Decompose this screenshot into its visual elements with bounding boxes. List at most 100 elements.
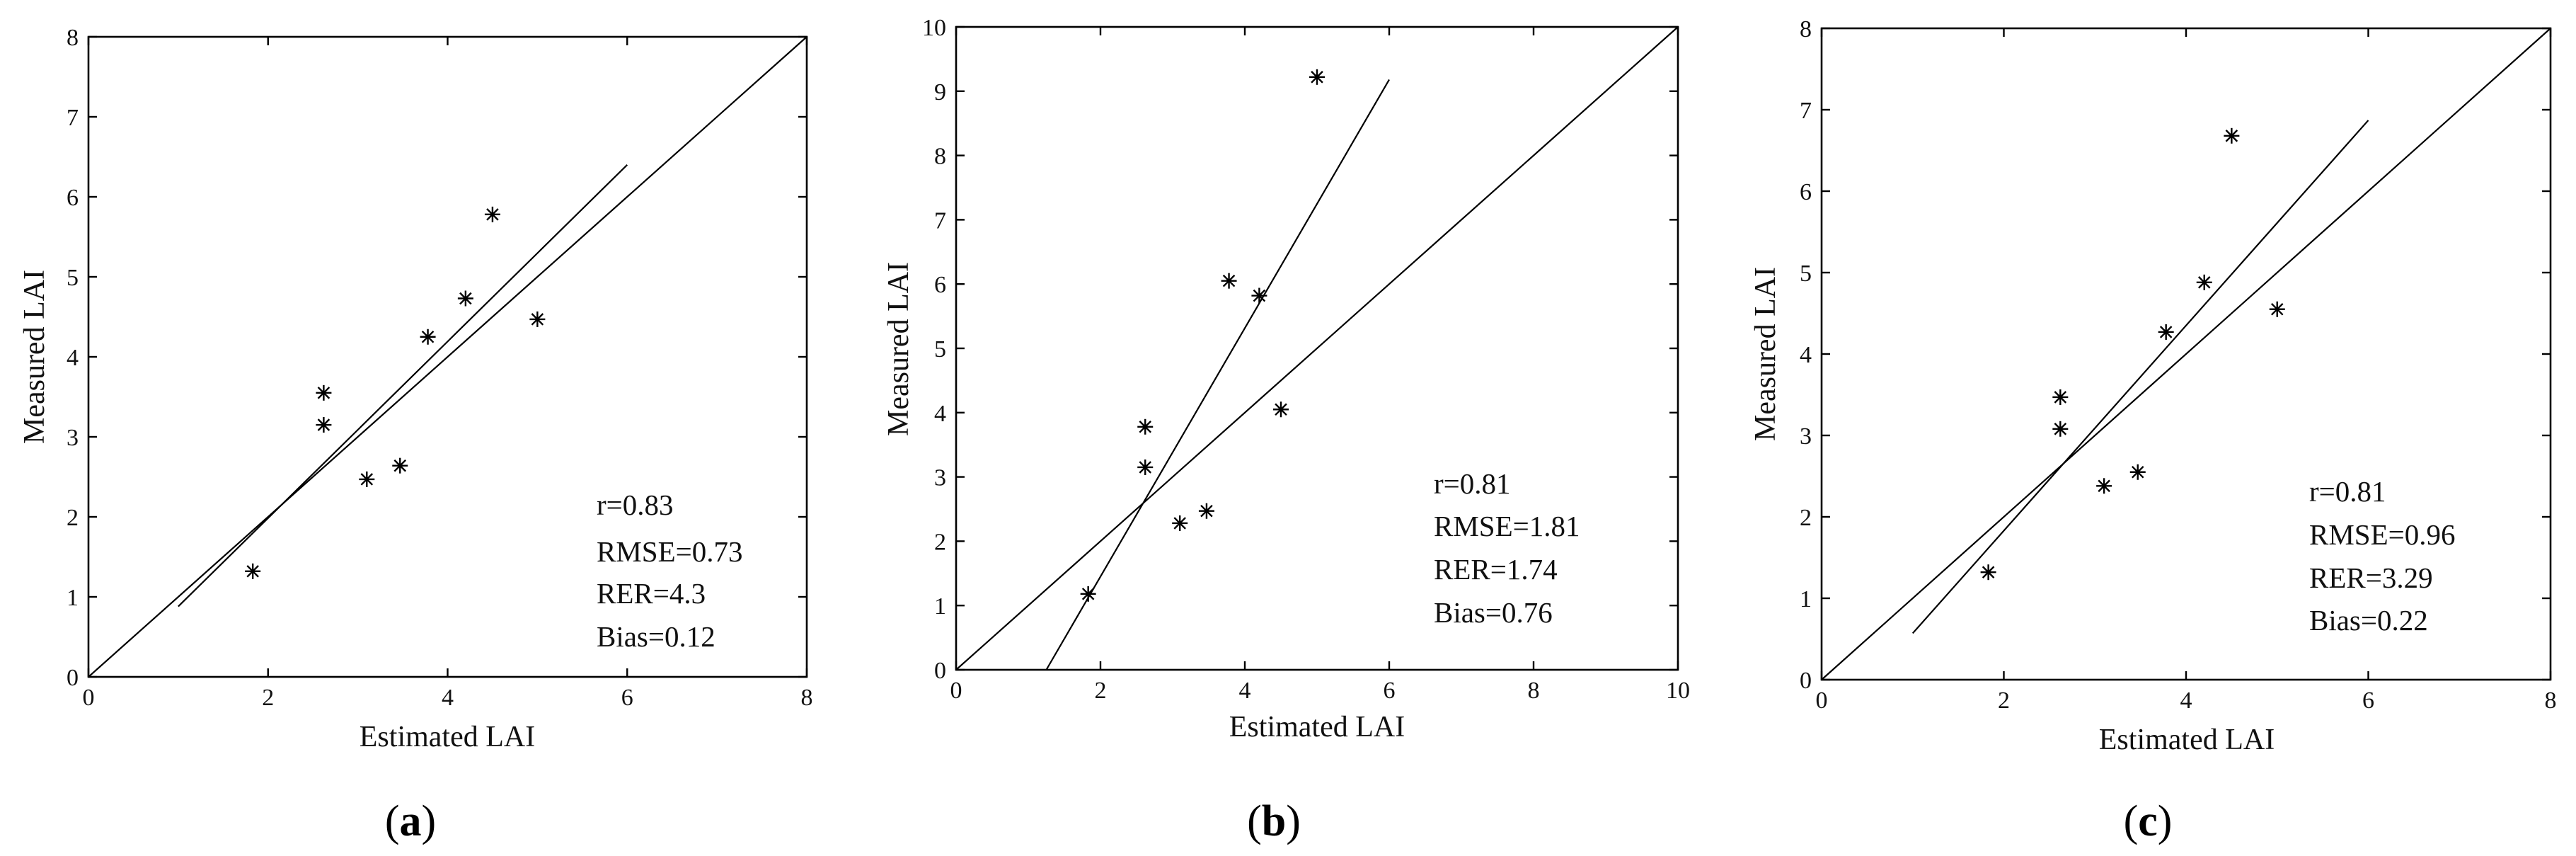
data-point xyxy=(359,471,375,487)
regression-line-a xyxy=(178,164,628,607)
x-tick-label: 6 xyxy=(1384,678,1396,704)
x-axis-title-c: Estimated LAI xyxy=(2099,724,2275,756)
y-tick-label: 3 xyxy=(934,465,946,491)
data-point xyxy=(2224,127,2240,144)
stat-rer-b: RER=1.74 xyxy=(1434,553,1558,586)
data-point xyxy=(2158,324,2174,340)
data-point xyxy=(1309,69,1325,85)
y-tick-label: 9 xyxy=(934,79,946,105)
x-tick-label: 8 xyxy=(1528,678,1540,704)
y-tick-label: 6 xyxy=(934,272,946,298)
data-point xyxy=(420,329,436,345)
x-tick-label: 8 xyxy=(2545,687,2557,714)
panel-label-b: (b) xyxy=(1247,797,1301,845)
stats-b: r=0.81 RMSE=1.81 RER=1.74 Bias=0.76 xyxy=(1434,467,1580,629)
stat-rmse-b: RMSE=1.81 xyxy=(1434,510,1580,542)
y-tick-label: 0 xyxy=(1800,668,1812,694)
stat-r-a: r=0.83 xyxy=(597,489,674,521)
data-point xyxy=(1137,459,1154,475)
y-tick-label: 4 xyxy=(934,401,946,427)
data-point xyxy=(457,290,473,307)
y-axis-title-c: Measured LAI xyxy=(1749,267,1782,441)
data-point xyxy=(2129,464,2146,480)
identity-line-b xyxy=(955,26,1679,670)
x-tick-label: 2 xyxy=(1095,678,1107,704)
y-tick-label: 8 xyxy=(67,25,79,51)
y-tick-label: 8 xyxy=(1800,16,1812,42)
ticks-c: 0 2 4 6 8 0 1 2 3 4 5 6 7 8 xyxy=(1800,16,2557,714)
y-tick-label: 3 xyxy=(1800,423,1812,450)
panel-a: 0 2 4 6 8 0 1 2 3 4 5 6 7 8 Estimated LAI Measured LA… xyxy=(18,25,813,845)
identity-line-c xyxy=(1821,28,2551,680)
data-point xyxy=(1273,401,1289,418)
data-point xyxy=(1980,564,1996,581)
stat-rer-c: RER=3.29 xyxy=(2309,561,2433,594)
panel-letter-b: b xyxy=(1262,797,1286,845)
y-tick-label: 0 xyxy=(934,658,946,684)
data-point xyxy=(245,563,261,579)
ticks-b: 0 2 4 6 8 10 0 1 2 3 4 5 6 7 8 9 10 xyxy=(922,15,1690,704)
y-tick-label: 7 xyxy=(934,207,946,234)
y-tick-label: 10 xyxy=(922,15,946,41)
x-tick-label: 2 xyxy=(262,685,274,711)
panel-label-a: (a) xyxy=(385,797,436,845)
stat-rer-a: RER=4.3 xyxy=(597,577,706,610)
panel-letter-c: c xyxy=(2138,797,2158,845)
data-point xyxy=(392,457,408,474)
y-tick-label: 3 xyxy=(67,425,79,451)
x-tick-label: 6 xyxy=(621,685,633,711)
x-tick-label: 0 xyxy=(1816,687,1828,714)
x-tick-label: 0 xyxy=(950,678,962,704)
y-tick-label: 2 xyxy=(934,529,946,555)
x-axis-title-a: Estimated LAI xyxy=(360,721,535,753)
x-tick-label: 8 xyxy=(801,685,813,711)
identity-line-a xyxy=(88,36,807,678)
stats-c: r=0.81 RMSE=0.96 RER=3.29 Bias=0.22 xyxy=(2309,475,2456,637)
x-tick-label: 6 xyxy=(2362,687,2374,714)
x-axis-title-b: Estimated LAI xyxy=(1229,711,1405,743)
y-tick-label: 2 xyxy=(67,505,79,531)
y-tick-label: 5 xyxy=(934,336,946,363)
regression-line-b xyxy=(1045,79,1390,670)
data-point xyxy=(1172,515,1188,531)
data-point xyxy=(2052,389,2069,405)
data-point xyxy=(2096,478,2112,494)
y-tick-label: 4 xyxy=(1800,342,1812,368)
data-point xyxy=(1251,287,1267,304)
panel-label-c: (c) xyxy=(2124,797,2173,845)
stat-rmse-a: RMSE=0.73 xyxy=(597,535,743,568)
stat-r-b: r=0.81 xyxy=(1434,467,1511,500)
y-tick-label: 5 xyxy=(67,265,79,291)
data-point xyxy=(316,384,332,401)
points-c xyxy=(1980,127,2285,581)
stat-rmse-c: RMSE=0.96 xyxy=(2309,518,2456,551)
data-point xyxy=(529,311,546,327)
data-point xyxy=(2052,421,2069,437)
y-tick-label: 1 xyxy=(934,593,946,620)
y-tick-label: 6 xyxy=(67,185,79,211)
data-point xyxy=(1221,273,1237,289)
x-tick-label: 0 xyxy=(83,685,95,711)
y-tick-label: 6 xyxy=(1800,179,1812,205)
x-tick-label: 2 xyxy=(1998,687,2010,714)
y-tick-label: 5 xyxy=(1800,261,1812,287)
y-tick-label: 1 xyxy=(67,585,79,611)
points-a xyxy=(245,206,546,579)
points-b xyxy=(1080,69,1325,602)
y-tick-label: 1 xyxy=(1800,586,1812,612)
panel-letter-a: a xyxy=(400,797,422,845)
data-point xyxy=(316,417,332,433)
y-tick-label: 7 xyxy=(1800,98,1812,124)
stat-bias-b: Bias=0.76 xyxy=(1434,596,1553,629)
stats-a: r=0.83 RMSE=0.73 RER=4.3 Bias=0.12 xyxy=(597,489,743,653)
panel-b: 0 2 4 6 8 10 0 1 2 3 4 5 6 7 8 9 10 Estimated LAI Measur… xyxy=(882,15,1690,845)
y-tick-label: 4 xyxy=(67,345,79,371)
data-point xyxy=(1198,503,1214,519)
x-tick-label: 4 xyxy=(442,685,454,711)
y-tick-label: 7 xyxy=(67,105,79,131)
x-tick-label: 4 xyxy=(2180,687,2192,714)
stat-bias-c: Bias=0.22 xyxy=(2309,604,2428,637)
y-axis-title-a: Measured LAI xyxy=(18,270,51,444)
y-tick-label: 0 xyxy=(67,665,79,691)
